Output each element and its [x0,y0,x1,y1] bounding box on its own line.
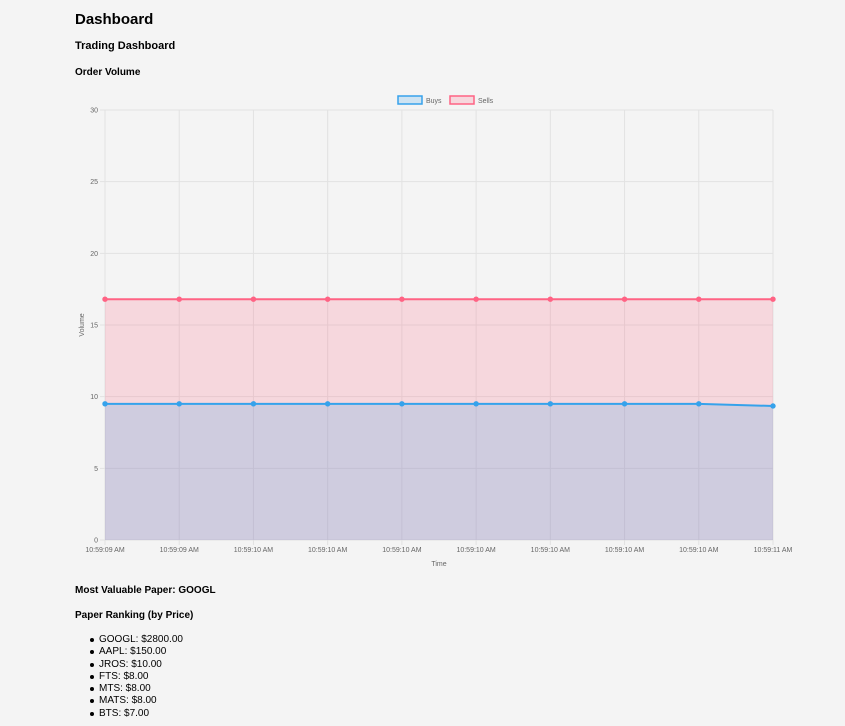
data-point-sells [176,296,182,302]
legend-swatch [449,95,475,105]
data-point-sells [399,296,405,302]
chart-areas [105,299,773,540]
data-point-sells [621,296,628,302]
list-item: MTS: $8.00 [90,683,183,695]
list-item: MATS: $8.00 [90,695,183,707]
ranking-title: Paper Ranking (by Price) [75,610,194,621]
data-point-buys [102,401,108,407]
data-point-buys [621,401,628,407]
data-point-buys [399,401,405,407]
data-point-sells [547,296,554,302]
y-axis-title: Volume [79,313,86,336]
x-tick-label: 10:59:10 AM [605,547,644,554]
data-point-buys [176,401,182,407]
chart-grid [100,109,774,545]
y-tick-label: 25 [90,179,98,186]
x-tick-label: 10:59:10 AM [308,547,347,554]
list-item: GOOGL: $2800.00 [90,634,183,645]
data-point-sells [696,296,702,302]
x-tick-label: 10:59:10 AM [456,547,495,554]
legend-label: Buys [426,98,442,105]
list-item: FTS: $8.00 [90,671,183,683]
list-item: AAPL: $150.00 [90,646,183,658]
x-tick-label: 10:59:10 AM [531,547,570,554]
legend-label: Sells [478,98,494,105]
series-area-sells [105,299,773,540]
legend-item-sells[interactable]: Sells [449,95,494,105]
chart-axes: 0 5 10 15 20 25 30 10:59:09 AM 10:59:09 AM 10:59:… [79,108,793,569]
list-item: JROS: $10.00 [90,659,183,671]
page-title: Dashboard [75,11,154,28]
y-tick-label: 0 [94,538,98,545]
data-point-sells [770,296,776,302]
list-item: BTS: $7.00 [90,708,183,720]
chart-section-title: Order Volume [75,67,141,78]
y-tick-label: 15 [90,323,98,330]
data-point-buys [696,401,702,407]
data-point-sells [473,296,479,302]
y-tick-label: 20 [90,251,98,258]
page-subtitle: Trading Dashboard [75,40,176,52]
data-point-sells [324,296,331,302]
ranking-list: GOOGL: $2800.00 AAPL: $150.00 JROS: $10.… [90,634,183,720]
chart-legend[interactable]: Buys Sells [397,95,494,105]
data-point-buys [547,401,554,407]
x-tick-label: 10:59:11 AM [754,547,793,554]
data-point-buys [473,401,479,407]
chart-points [102,296,776,409]
data-point-buys [250,401,257,407]
y-tick-label: 30 [90,108,98,115]
series-area-buys [105,403,773,540]
data-point-buys [770,403,776,409]
data-point-sells [250,296,257,302]
legend-item-buys[interactable]: Buys [397,95,442,105]
x-tick-label: 10:59:10 AM [382,547,421,554]
x-tick-label: 10:59:10 AM [679,547,718,554]
y-tick-label: 10 [90,394,98,401]
chart-lines [105,298,774,407]
y-tick-label: 5 [94,466,98,473]
x-tick-label: 10:59:09 AM [160,547,199,554]
data-point-buys [324,401,331,407]
x-tick-label: 10:59:10 AM [234,547,273,554]
legend-swatch [397,95,423,105]
data-point-sells [102,296,108,302]
order-volume-chart: 0 5 10 15 20 25 30 10:59:09 AM 10:59:09 AM 10:59:… [79,95,793,569]
most-valuable-paper: Most Valuable Paper: GOOGL [75,585,216,596]
x-tick-label: 10:59:09 AM [85,547,124,554]
x-axis-title: Time [431,561,446,568]
series-line-buys [105,402,774,407]
